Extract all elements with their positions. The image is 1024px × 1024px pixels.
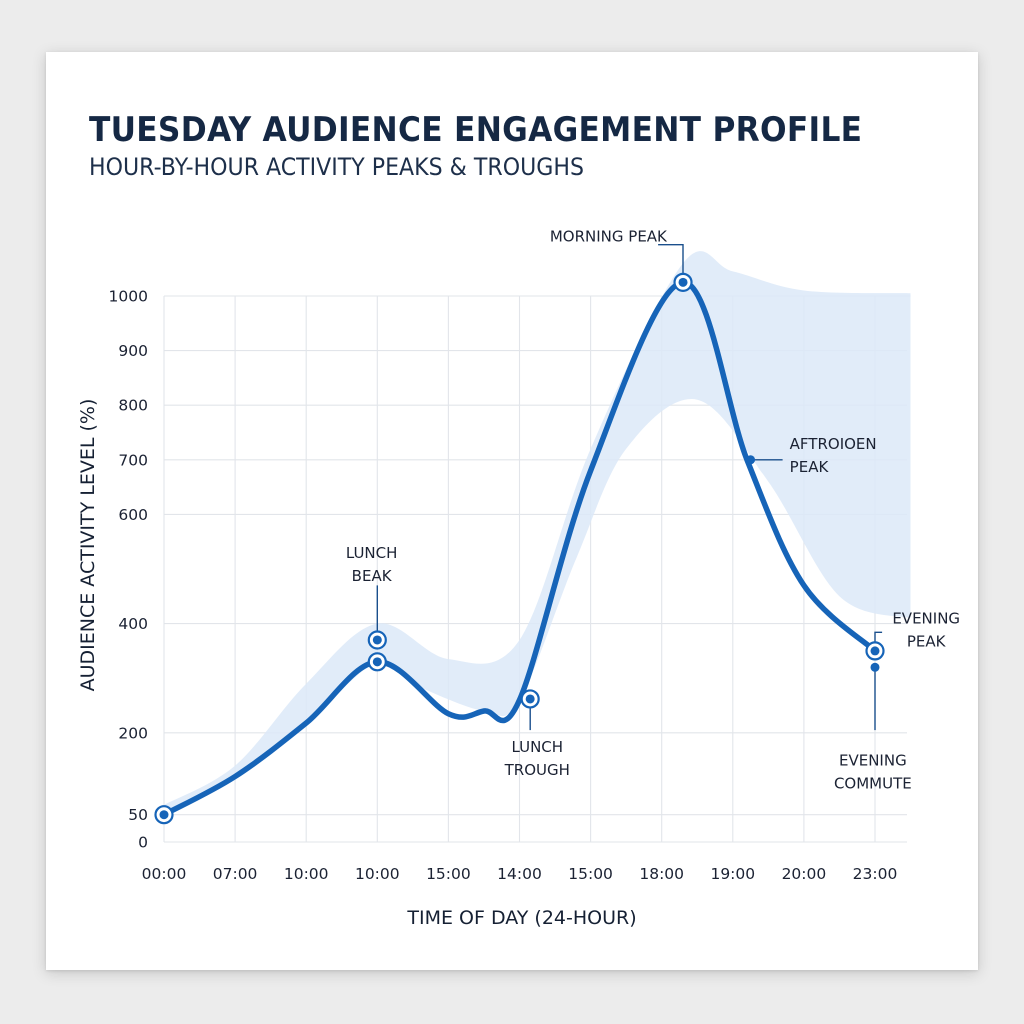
x-tick-label-2: 10:00 bbox=[284, 865, 329, 883]
activity-band bbox=[164, 251, 911, 815]
y-axis-title: AUDIENCE ACTIVITY LEVEL (%) bbox=[77, 399, 99, 692]
marker-lunch-trough bbox=[520, 689, 540, 709]
x-tick-label-6: 15:00 bbox=[568, 865, 613, 883]
annotation-leaders bbox=[376, 243, 883, 731]
x-tick-label-0: 00:00 bbox=[142, 865, 187, 883]
annotation-line: COMMUTE bbox=[834, 775, 912, 793]
annotations: MORNING PEAK AFTROIOEN PEAK LUNCH BEAK LUNCH T… bbox=[346, 227, 960, 792]
annotation-evening-peak: EVENING PEAK bbox=[892, 610, 960, 651]
dot-afternoon-peak bbox=[746, 455, 756, 465]
x-tick-label-8: 19:00 bbox=[710, 865, 755, 883]
annotation-morning-peak: MORNING PEAK bbox=[550, 227, 668, 245]
marker-core bbox=[678, 277, 688, 287]
activity-band-area bbox=[164, 251, 911, 815]
y-tick-label-1: 50 bbox=[128, 806, 148, 824]
series-line-0 bbox=[161, 279, 878, 818]
engagement-line bbox=[161, 279, 878, 818]
y-tick-label-5: 800 bbox=[118, 397, 148, 415]
annotation-line: PEAK bbox=[790, 458, 830, 476]
leader-evening-peak bbox=[874, 631, 883, 646]
y-tick-label-8: 1000 bbox=[109, 288, 148, 306]
axis-ticks: 0 50 200 400 600 800 700 900 1000 00:00 07:00 10:00… bbox=[109, 288, 898, 884]
marker-evening-peak bbox=[865, 641, 885, 661]
x-tick-label-5: 14:00 bbox=[497, 865, 542, 883]
annotation-lunch-beak: LUNCH BEAK bbox=[346, 544, 398, 585]
marker-core bbox=[159, 810, 169, 820]
annotation-line: EVENING bbox=[892, 610, 960, 628]
x-tick-label-9: 20:00 bbox=[782, 865, 827, 883]
y-tick-label-2: 200 bbox=[118, 724, 148, 742]
x-tick-label-4: 15:00 bbox=[426, 865, 471, 883]
y-tick-label-3: 400 bbox=[118, 615, 148, 633]
annotation-line: LUNCH bbox=[511, 738, 563, 756]
marker-lunch-peak-line bbox=[367, 652, 387, 672]
x-tick-label-3: 10:00 bbox=[355, 865, 400, 883]
annotation-line: PEAK bbox=[907, 633, 947, 651]
annotation-line: LUNCH bbox=[346, 544, 398, 562]
x-tick-label-10: 23:00 bbox=[853, 865, 898, 883]
annotation-evening-commute: EVENING COMMUTE bbox=[834, 752, 912, 793]
annotation-line: EVENING bbox=[839, 752, 907, 770]
marker-core bbox=[372, 657, 382, 667]
marker-core bbox=[372, 635, 382, 645]
annotation-line: BEAK bbox=[352, 567, 393, 585]
marker-start bbox=[154, 805, 174, 825]
x-axis-title: TIME OF DAY (24-HOUR) bbox=[406, 907, 636, 929]
y-tick-label-7: 900 bbox=[118, 342, 148, 360]
y-tick-label-0: 0 bbox=[138, 834, 148, 852]
annotation-lunch-trough: LUNCH TROUGH bbox=[504, 738, 570, 779]
marker-core bbox=[870, 646, 880, 656]
annotation-line: AFTROIOEN bbox=[790, 435, 877, 453]
y-tick-label-6: 700 bbox=[118, 451, 148, 469]
marker-core bbox=[525, 694, 535, 704]
marker-lunch-beak bbox=[367, 630, 387, 650]
annotation-line: MORNING PEAK bbox=[550, 227, 668, 245]
x-tick-label-1: 07:00 bbox=[213, 865, 258, 883]
annotation-line: TROUGH bbox=[504, 761, 570, 779]
marker-morning-peak bbox=[673, 272, 693, 292]
x-tick-label-7: 18:00 bbox=[639, 865, 684, 883]
annotation-afternoon-peak: AFTROIOEN PEAK bbox=[790, 435, 877, 476]
data-markers bbox=[154, 272, 885, 825]
y-tick-label-4: 600 bbox=[118, 506, 148, 524]
chart-title: TUESDAY AUDIENCE ENGAGEMENT PROFILE bbox=[89, 110, 863, 150]
leader-morning-peak bbox=[658, 243, 684, 279]
dot-evening-commute bbox=[870, 662, 880, 672]
chart-subtitle: HOUR-BY-HOUR ACTIVITY PEAKS & TROUGHS bbox=[89, 153, 585, 181]
